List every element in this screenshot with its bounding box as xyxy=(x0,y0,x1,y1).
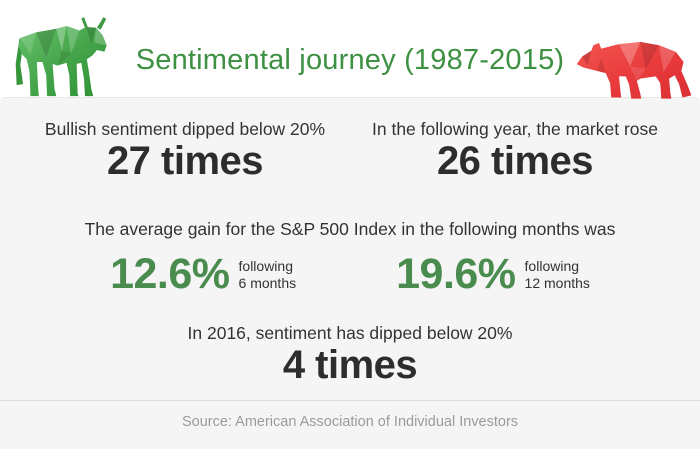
source-attribution: Source: American Association of Individu… xyxy=(181,414,519,430)
gain-stat-12-months: 19.6% following 12 months xyxy=(396,252,590,296)
gain-caption-line2: 6 months xyxy=(238,275,297,291)
gain-stat-6-months: 12.6% following 6 months xyxy=(110,252,296,296)
gain-caption: following 6 months xyxy=(239,258,297,296)
gain-caption-line2: 12 months xyxy=(524,275,590,291)
stat-label: Bullish sentiment dipped below 20% xyxy=(44,119,326,139)
gain-caption-line1: following xyxy=(524,258,580,274)
stat-value: 4 times xyxy=(282,343,418,387)
header: Sentimental journey (1987-2015) xyxy=(0,0,700,99)
page-title: Sentimental journey (1987-2015) xyxy=(135,44,565,76)
stat-label: In 2016, sentiment has dipped below 20% xyxy=(187,323,513,343)
stats-card: Bullish sentiment dipped below 20% 27 ti… xyxy=(0,97,700,449)
stat-market-rose: In the following year, the market rose 2… xyxy=(350,118,680,182)
gain-heading: The average gain for the S&P 500 Index i… xyxy=(84,219,616,239)
footer-divider xyxy=(0,400,700,401)
gain-caption-line1: following xyxy=(238,258,293,274)
stat-value: 27 times xyxy=(106,139,264,183)
gain-value: 12.6% xyxy=(110,250,230,298)
gain-stats-row: 12.6% following 6 months 19.6% following… xyxy=(0,248,700,296)
gain-value: 19.6% xyxy=(396,250,516,298)
bull-icon xyxy=(12,14,109,98)
gain-caption: following 12 months xyxy=(525,258,590,296)
stat-2016: In 2016, sentiment has dipped below 20% … xyxy=(0,322,700,386)
stat-label: In the following year, the market rose xyxy=(372,119,658,139)
stat-value: 26 times xyxy=(436,139,594,183)
sentiment-stats-row: Bullish sentiment dipped below 20% 27 ti… xyxy=(20,118,680,182)
stat-dipped-below-20: Bullish sentiment dipped below 20% 27 ti… xyxy=(20,118,350,182)
bear-icon xyxy=(572,33,695,102)
